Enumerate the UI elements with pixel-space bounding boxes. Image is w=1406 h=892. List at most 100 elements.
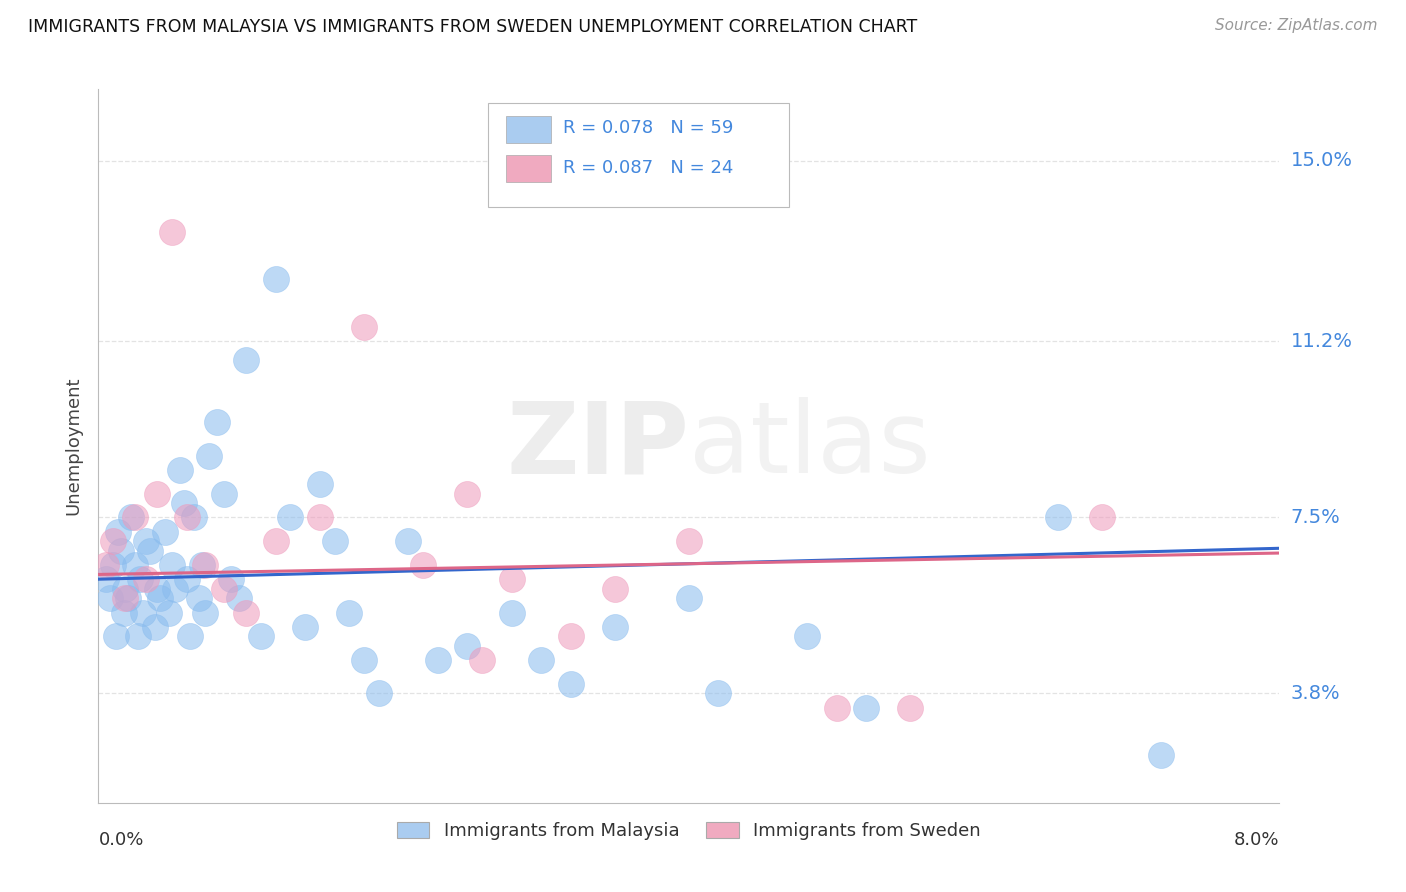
Point bbox=[309, 510, 332, 524]
Point bbox=[250, 629, 273, 643]
Point bbox=[796, 629, 818, 643]
Text: R = 0.087   N = 24: R = 0.087 N = 24 bbox=[562, 159, 733, 177]
Point bbox=[707, 686, 730, 700]
Point bbox=[280, 510, 302, 524]
Point bbox=[107, 524, 129, 539]
Y-axis label: Unemployment: Unemployment bbox=[65, 376, 83, 516]
Point bbox=[165, 582, 187, 596]
FancyBboxPatch shape bbox=[506, 155, 551, 182]
Point bbox=[157, 606, 180, 620]
Point bbox=[457, 486, 479, 500]
Point bbox=[212, 582, 235, 596]
Legend: Immigrants from Malaysia, Immigrants from Sweden: Immigrants from Malaysia, Immigrants fro… bbox=[389, 814, 988, 847]
Point bbox=[825, 700, 848, 714]
Point bbox=[127, 629, 149, 643]
Point bbox=[103, 534, 125, 549]
Point bbox=[368, 686, 391, 700]
Point bbox=[124, 510, 146, 524]
Point bbox=[191, 558, 214, 572]
Point bbox=[294, 620, 316, 634]
Point bbox=[228, 591, 250, 606]
Point bbox=[162, 558, 183, 572]
Point bbox=[135, 534, 157, 549]
Point bbox=[146, 582, 169, 596]
Text: 11.2%: 11.2% bbox=[1291, 332, 1353, 351]
Text: 7.5%: 7.5% bbox=[1291, 508, 1340, 527]
Point bbox=[309, 477, 332, 491]
Point bbox=[187, 591, 209, 606]
Point bbox=[198, 449, 221, 463]
Point bbox=[194, 606, 217, 620]
Point bbox=[323, 534, 346, 549]
Point bbox=[103, 558, 125, 572]
Point bbox=[412, 558, 434, 572]
Point bbox=[221, 572, 243, 586]
Point bbox=[176, 510, 198, 524]
Point bbox=[162, 225, 183, 239]
Point bbox=[212, 486, 235, 500]
Point bbox=[353, 320, 375, 334]
Point bbox=[169, 463, 191, 477]
Point bbox=[560, 677, 582, 691]
FancyBboxPatch shape bbox=[488, 103, 789, 207]
Point bbox=[112, 606, 135, 620]
Point bbox=[1091, 510, 1114, 524]
Point bbox=[678, 534, 700, 549]
Point bbox=[398, 534, 420, 549]
Point bbox=[339, 606, 361, 620]
Point bbox=[560, 629, 582, 643]
Point bbox=[143, 620, 166, 634]
Point bbox=[471, 653, 494, 667]
Point bbox=[353, 653, 375, 667]
Text: atlas: atlas bbox=[689, 398, 931, 494]
Point bbox=[176, 572, 198, 586]
Point bbox=[205, 415, 228, 429]
Point bbox=[98, 591, 121, 606]
Text: 3.8%: 3.8% bbox=[1291, 684, 1340, 703]
Text: 0.0%: 0.0% bbox=[98, 831, 143, 849]
Point bbox=[94, 558, 117, 572]
Point bbox=[114, 591, 136, 606]
Point bbox=[173, 496, 195, 510]
Point bbox=[678, 591, 700, 606]
Point bbox=[264, 272, 287, 286]
Point bbox=[501, 572, 523, 586]
Point bbox=[605, 582, 627, 596]
Point bbox=[1046, 510, 1070, 524]
Point bbox=[124, 558, 146, 572]
Point bbox=[153, 524, 176, 539]
Point bbox=[120, 510, 142, 524]
Point bbox=[235, 606, 257, 620]
FancyBboxPatch shape bbox=[506, 116, 551, 143]
Point bbox=[117, 591, 139, 606]
Point bbox=[235, 353, 257, 368]
Point bbox=[149, 591, 172, 606]
Text: IMMIGRANTS FROM MALAYSIA VS IMMIGRANTS FROM SWEDEN UNEMPLOYMENT CORRELATION CHAR: IMMIGRANTS FROM MALAYSIA VS IMMIGRANTS F… bbox=[28, 18, 917, 36]
Point bbox=[900, 700, 922, 714]
Point bbox=[135, 572, 157, 586]
Point bbox=[128, 572, 150, 586]
Point bbox=[179, 629, 201, 643]
Point bbox=[132, 606, 155, 620]
Point bbox=[855, 700, 877, 714]
Point bbox=[530, 653, 553, 667]
Point bbox=[457, 639, 479, 653]
Point bbox=[194, 558, 217, 572]
Point bbox=[94, 572, 117, 586]
Point bbox=[146, 486, 169, 500]
Point bbox=[139, 543, 162, 558]
Point bbox=[110, 543, 132, 558]
Point bbox=[501, 606, 523, 620]
Text: ZIP: ZIP bbox=[506, 398, 689, 494]
Text: 8.0%: 8.0% bbox=[1234, 831, 1279, 849]
Text: R = 0.078   N = 59: R = 0.078 N = 59 bbox=[562, 120, 733, 137]
Point bbox=[1150, 748, 1173, 763]
Point bbox=[427, 653, 450, 667]
Point bbox=[183, 510, 205, 524]
Point bbox=[264, 534, 287, 549]
Point bbox=[605, 620, 627, 634]
Point bbox=[114, 582, 136, 596]
Point bbox=[105, 629, 128, 643]
Text: Source: ZipAtlas.com: Source: ZipAtlas.com bbox=[1215, 18, 1378, 33]
Text: 15.0%: 15.0% bbox=[1291, 151, 1353, 170]
